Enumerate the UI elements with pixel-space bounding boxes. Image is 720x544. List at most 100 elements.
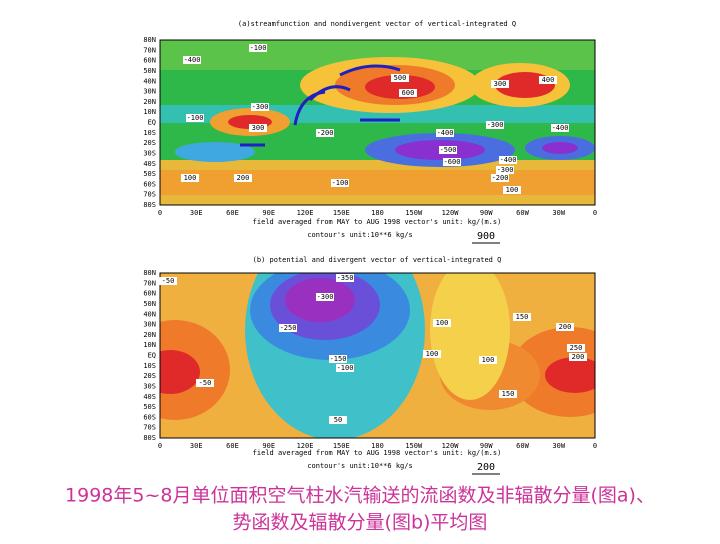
contour-label: -300 — [487, 121, 504, 129]
vector-scale: 200 — [477, 462, 495, 473]
contour-label-bg — [336, 274, 354, 282]
contour-label-bg — [496, 166, 514, 174]
contour-label-bg — [159, 277, 177, 285]
lat-label: 50S — [143, 170, 156, 178]
contour-label: -250 — [280, 324, 297, 332]
lat-label: 70N — [143, 279, 156, 287]
contour-label-bg — [486, 121, 504, 129]
contour-label: 100 — [426, 350, 439, 358]
contour-label-bg — [499, 390, 517, 398]
lat-label: 70N — [143, 46, 156, 54]
lon-label: 90E — [262, 442, 275, 450]
contour-label: -300 — [252, 103, 269, 111]
contour-label-bg — [567, 344, 585, 352]
contour-label: 50 — [334, 416, 342, 424]
lat-label: 20S — [143, 139, 156, 147]
contour-label: -600 — [444, 158, 461, 166]
lat-label: 50S — [143, 403, 156, 411]
contour-label-bg — [513, 313, 531, 321]
lat-label: 60S — [143, 413, 156, 421]
contour-label-bg — [316, 129, 334, 137]
contour-label-bg — [556, 323, 574, 331]
lat-label: 10N — [143, 341, 156, 349]
contour-label: -500 — [440, 146, 457, 154]
lat-label: 10S — [143, 129, 156, 137]
lat-label: 80N — [143, 36, 156, 44]
contour-label: -50 — [162, 277, 175, 285]
lat-label: 40N — [143, 77, 156, 85]
lat-label: 50N — [143, 300, 156, 308]
lat-label: 50N — [143, 67, 156, 75]
contour-label-bg — [249, 44, 267, 52]
lon-label: 180 — [371, 442, 384, 450]
contour-label-bg — [433, 319, 451, 327]
lat-label: 30N — [143, 321, 156, 329]
footer: field averaged from MAY to AUG 1998 vect… — [253, 218, 502, 226]
lat-label: 20S — [143, 372, 156, 380]
contour-label-bg — [423, 350, 441, 358]
contour-label-bg — [251, 103, 269, 111]
lon-label: 60W — [516, 442, 529, 450]
lon-label: 60E — [226, 442, 239, 450]
lon-label: 30E — [190, 209, 203, 217]
map-b-field — [160, 273, 595, 438]
contour-label-bg — [196, 379, 214, 387]
contour-label: 600 — [402, 89, 415, 97]
contour-label-bg — [399, 89, 417, 97]
contour-label-bg — [479, 356, 497, 364]
lat-label: 60N — [143, 290, 156, 298]
lon-label: 150E — [333, 209, 350, 217]
contour-label-bg — [491, 174, 509, 182]
lat-label: 30S — [143, 149, 156, 157]
lon-label: 150W — [405, 209, 423, 217]
lon-label: 0 — [593, 209, 597, 217]
vector-arrows — [240, 64, 401, 147]
footer: field averaged from MAY to AUG 1998 vect… — [253, 449, 502, 457]
contour-label-bg — [503, 186, 521, 194]
lon-label: 30E — [190, 442, 203, 450]
lon-label: 30W — [552, 209, 565, 217]
lat-label: 20N — [143, 331, 156, 339]
contour-label: -100 — [332, 179, 349, 187]
contour-label-bg — [436, 129, 454, 137]
lat-label: 40S — [143, 160, 156, 168]
contour-label-bg — [443, 158, 461, 166]
lat-label: 30N — [143, 88, 156, 96]
contour-label: -100 — [250, 44, 267, 52]
footer: contour's unit:10**6 kg/s — [307, 462, 412, 470]
lat-label: 60N — [143, 57, 156, 65]
contour-label: 200 — [559, 323, 572, 331]
lon-label: 90E — [262, 209, 275, 217]
lat-label: EQ — [148, 119, 156, 127]
contour-label: 400 — [542, 76, 555, 84]
contour-label: 100 — [436, 319, 449, 327]
contour-label: 100 — [482, 356, 495, 364]
contour-label: 100 — [506, 186, 519, 194]
contour-label: 200 — [572, 353, 585, 361]
contour-label: 300 — [494, 80, 507, 88]
lon-label: 90W — [480, 209, 493, 217]
lon-label: 0 — [158, 442, 162, 450]
lat-label: 20N — [143, 98, 156, 106]
contour-label-bg — [186, 114, 204, 122]
lon-label: 0 — [593, 442, 597, 450]
contour-label: -300 — [497, 166, 514, 174]
lat-label: 70S — [143, 191, 156, 199]
contour-label-bg — [491, 80, 509, 88]
vector-scale: 900 — [477, 231, 495, 242]
contour-label: -400 — [184, 56, 201, 64]
lat-label: 80S — [143, 434, 156, 442]
lat-label: 10N — [143, 108, 156, 116]
caption-line: 势函数及辐散分量(图b)平均图 — [233, 512, 488, 534]
contour-label: 500 — [394, 74, 407, 82]
map-b-frame — [159, 272, 596, 439]
contour-label: -200 — [317, 129, 334, 137]
lat-label: 70S — [143, 424, 156, 432]
contour-label: 150 — [502, 390, 515, 398]
lon-label: 60E — [226, 209, 239, 217]
lat-label: 80S — [143, 201, 156, 209]
contour-label: 100 — [184, 174, 197, 182]
lon-label: 90W — [480, 442, 493, 450]
contour-label-bg — [183, 56, 201, 64]
